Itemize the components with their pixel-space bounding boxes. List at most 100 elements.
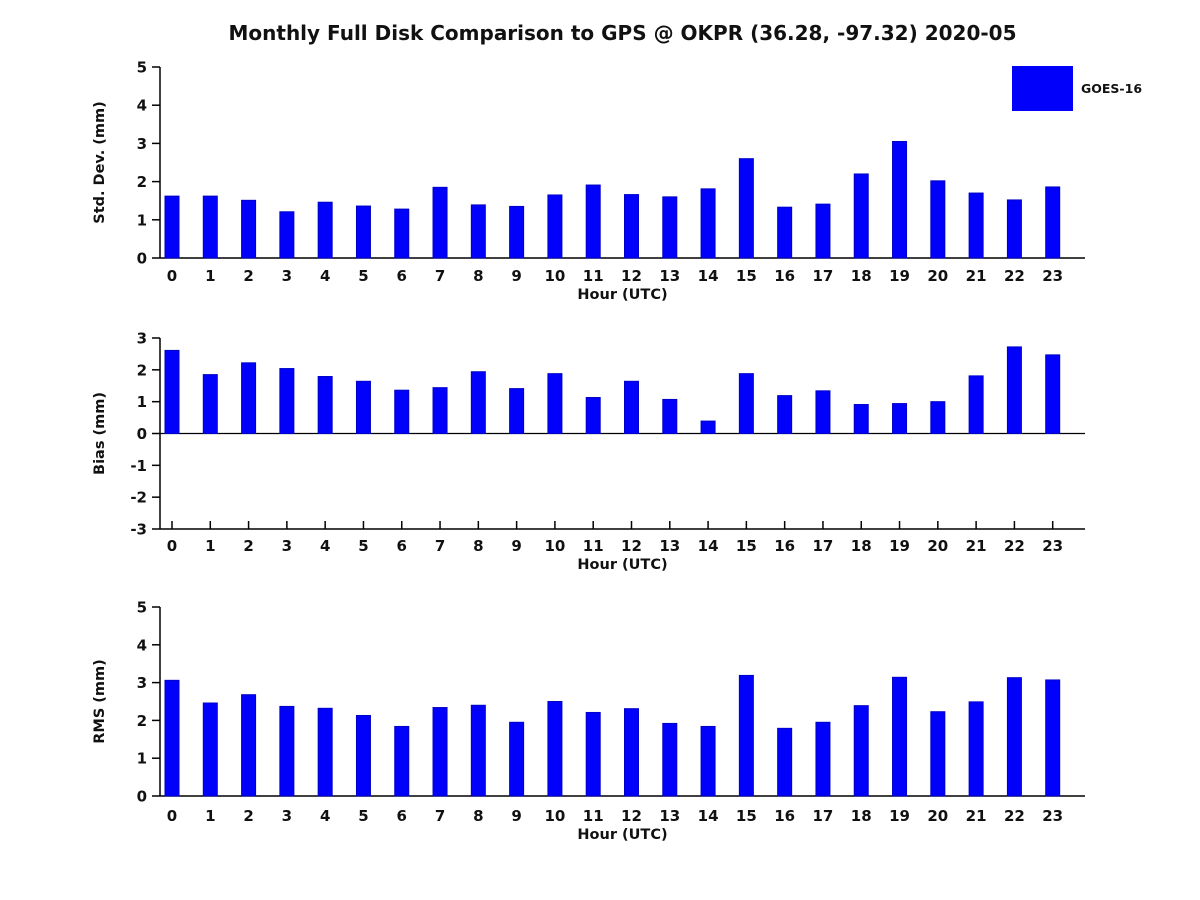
y-tick-label: 5 — [137, 59, 147, 77]
bar-hour-16 — [777, 727, 793, 797]
x-tick-label: 23 — [1042, 807, 1063, 825]
chart-title: Monthly Full Disk Comparison to GPS @ OK… — [228, 21, 1017, 45]
y-tick-label: 1 — [137, 393, 147, 411]
bar-hour-6 — [394, 208, 410, 259]
bar-hour-15 — [738, 674, 754, 797]
bar-hour-19 — [892, 403, 908, 434]
x-tick-label: 10 — [544, 267, 565, 285]
bar-hour-22 — [1006, 199, 1022, 259]
bar-hour-4 — [317, 201, 333, 259]
bar-hour-7 — [432, 707, 448, 797]
bar-hour-10 — [547, 373, 563, 434]
x-tick-label: 1 — [205, 537, 215, 555]
x-tick-label: 22 — [1004, 807, 1025, 825]
bar-hour-13 — [662, 196, 678, 259]
bar-hour-10 — [547, 194, 563, 259]
y-tick-label: 0 — [137, 425, 147, 443]
bar-hour-6 — [394, 389, 410, 434]
x-tick-label: 3 — [282, 807, 292, 825]
x-tick-label: 11 — [583, 807, 604, 825]
x-tick-label: 9 — [511, 807, 521, 825]
x-tick-label: 14 — [698, 537, 719, 555]
x-tick-label: 0 — [167, 807, 177, 825]
x-tick-label: 13 — [659, 537, 680, 555]
bar-hour-3 — [279, 211, 295, 259]
x-tick-label: 8 — [473, 807, 483, 825]
bar-hour-0 — [164, 195, 180, 259]
bar-hour-23 — [1045, 186, 1061, 259]
bar-hour-6 — [394, 725, 410, 797]
x-tick-label: 6 — [397, 537, 407, 555]
bar-hour-1 — [202, 195, 218, 259]
bar-hour-19 — [892, 140, 908, 259]
x-tick-label: 14 — [698, 267, 719, 285]
bar-hour-20 — [930, 401, 946, 434]
x-tick-label: 6 — [397, 267, 407, 285]
bar-hour-8 — [470, 371, 486, 435]
bar-hour-8 — [470, 704, 486, 797]
x-tick-label: 1 — [205, 807, 215, 825]
x-tick-label: 4 — [320, 807, 330, 825]
x-tick-label: 17 — [813, 807, 834, 825]
legend-swatch-goes16 — [1012, 66, 1073, 111]
x-tick-label: 22 — [1004, 537, 1025, 555]
bar-hour-17 — [815, 721, 831, 797]
bar-hour-9 — [509, 721, 525, 797]
bar-hour-12 — [623, 194, 639, 259]
x-tick-label: 16 — [774, 807, 795, 825]
x-tick-label: 7 — [435, 267, 445, 285]
x-tick-label: 13 — [659, 267, 680, 285]
bar-hour-1 — [202, 374, 218, 435]
bar-hour-2 — [241, 199, 257, 259]
y-tick-label: 4 — [137, 97, 147, 115]
y-axis-label: Bias (mm) — [92, 392, 108, 475]
x-tick-label: 17 — [813, 267, 834, 285]
x-tick-label: 11 — [583, 267, 604, 285]
x-tick-label: 16 — [774, 267, 795, 285]
bar-hour-2 — [241, 362, 257, 434]
x-tick-label: 4 — [320, 537, 330, 555]
x-tick-label: 23 — [1042, 537, 1063, 555]
bar-hour-15 — [738, 373, 754, 434]
x-tick-label: 5 — [358, 537, 368, 555]
bar-hour-16 — [777, 395, 793, 435]
bar-hour-18 — [853, 404, 869, 435]
x-tick-label: 21 — [966, 537, 987, 555]
bar-hour-21 — [968, 375, 984, 434]
x-tick-label: 4 — [320, 267, 330, 285]
x-tick-label: 9 — [511, 537, 521, 555]
bar-hour-0 — [164, 679, 180, 797]
x-tick-label: 20 — [927, 267, 948, 285]
x-tick-label: 15 — [736, 537, 757, 555]
bar-hour-1 — [202, 702, 218, 797]
bar-hour-11 — [585, 711, 601, 797]
bar-hour-18 — [853, 705, 869, 797]
y-tick-label: 2 — [137, 173, 147, 191]
y-tick-label: -3 — [130, 521, 147, 539]
x-tick-label: 8 — [473, 267, 483, 285]
x-tick-label: 7 — [435, 807, 445, 825]
bar-hour-0 — [164, 349, 180, 435]
y-tick-label: 3 — [137, 330, 147, 348]
x-tick-label: 16 — [774, 537, 795, 555]
bar-hour-23 — [1045, 679, 1061, 797]
x-tick-label: 0 — [167, 267, 177, 285]
bar-hour-19 — [892, 676, 908, 797]
x-tick-label: 23 — [1042, 267, 1063, 285]
bar-hour-16 — [777, 206, 793, 259]
x-tick-label: 10 — [544, 807, 565, 825]
bar-hour-21 — [968, 701, 984, 797]
x-tick-label: 3 — [282, 537, 292, 555]
bar-hour-4 — [317, 707, 333, 797]
bar-hour-12 — [623, 380, 639, 434]
x-tick-label: 20 — [927, 807, 948, 825]
bar-hour-15 — [738, 158, 754, 259]
bar-hour-2 — [241, 694, 257, 797]
y-tick-label: 4 — [137, 636, 147, 654]
x-axis-label: Hour (UTC) — [577, 827, 667, 843]
x-tick-label: 3 — [282, 267, 292, 285]
bar-hour-7 — [432, 387, 448, 435]
